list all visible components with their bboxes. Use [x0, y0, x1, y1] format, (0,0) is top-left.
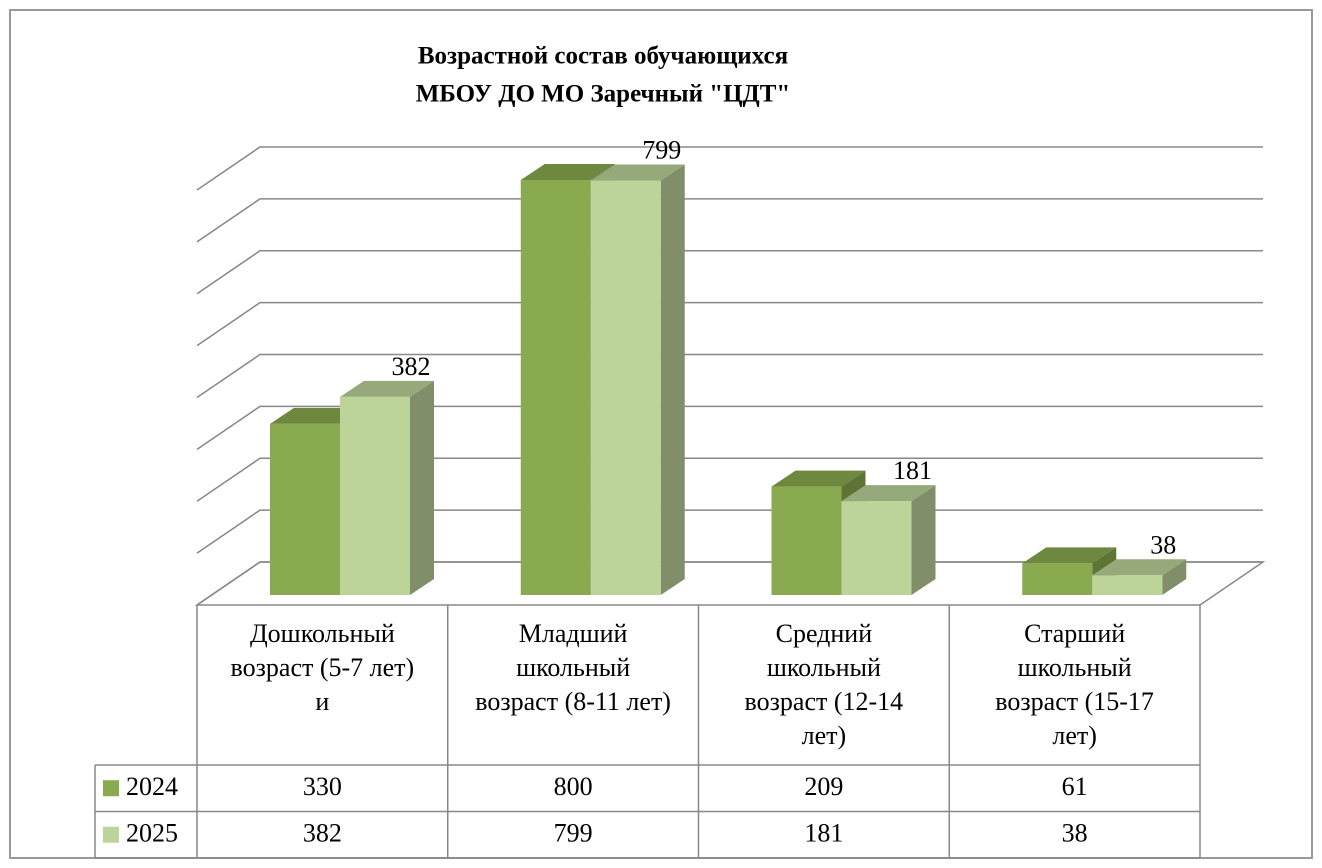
bar-side	[660, 164, 685, 596]
grid-line	[196, 198, 1263, 243]
category-cell: Средний школьный возраст (12-14 лет)	[699, 605, 950, 765]
table-value: 209	[804, 772, 843, 801]
bar-top	[1022, 547, 1117, 564]
bar-top	[841, 485, 936, 502]
category-label: Старший школьный возраст (15-17 лет)	[995, 619, 1154, 750]
grid-line	[196, 301, 1263, 347]
table-value: 799	[554, 819, 593, 848]
bar-side	[410, 380, 434, 595]
bar-side	[1162, 559, 1187, 595]
bar	[1092, 575, 1163, 595]
bar	[340, 396, 410, 595]
grid-line	[196, 405, 1263, 450]
table-value: 800	[554, 772, 593, 801]
bar-top	[771, 470, 866, 487]
chart-title: Возрастной состав обучающихся	[418, 43, 788, 70]
bar-top	[340, 380, 434, 397]
grid-line	[196, 457, 1263, 502]
bar	[590, 180, 661, 596]
data-label: 799	[642, 135, 681, 164]
category-label: Дошкольный возраст (5-7 лет) и	[230, 619, 415, 716]
data-label: 38	[1150, 530, 1176, 559]
grid-line	[196, 353, 1263, 399]
legend-swatch	[103, 780, 119, 797]
category-cell: Старший школьный возраст (15-17 лет)	[949, 605, 1200, 765]
bar	[520, 180, 591, 595]
category-label: Старший школьный возраст (15-17 лет)	[949, 605, 1200, 765]
legend-label: 2025	[126, 819, 178, 848]
category-cell: Дошкольный возраст (5-7 лет) и	[197, 605, 448, 765]
bar	[1022, 563, 1093, 595]
category-label: Младший школьный возраст (8-11 лет)	[448, 605, 699, 765]
category-label: Дошкольный возраст (5-7 лет) и	[197, 605, 448, 765]
table-value: 181	[804, 819, 843, 848]
data-label: 181	[893, 456, 932, 485]
chart-title: МБОУ ДО МО Заречный "ЦДТ"	[416, 81, 791, 108]
grid-line	[196, 146, 1263, 191]
bar	[841, 501, 912, 595]
legend-swatch	[103, 826, 119, 843]
bar-side	[911, 485, 936, 595]
bar-top	[590, 164, 685, 181]
category-label: Младший школьный возраст (8-11 лет)	[475, 619, 671, 716]
table-value: 38	[1062, 819, 1088, 848]
bar	[270, 423, 340, 595]
category-label: Средний школьный возраст (12-14 лет)	[699, 605, 950, 765]
table-value: 382	[303, 819, 342, 848]
bar	[771, 486, 842, 595]
table-value: 61	[1062, 772, 1088, 801]
table-value: 330	[303, 772, 342, 801]
legend-label: 2024	[126, 772, 178, 801]
bar-top	[1092, 559, 1187, 576]
category-cell: Младший школьный возраст (8-11 лет)	[448, 605, 699, 765]
grid-line	[196, 250, 1263, 295]
data-label: 382	[392, 352, 431, 381]
category-label: Средний школьный возраст (12-14 лет)	[744, 619, 904, 750]
bar-top	[520, 164, 615, 180]
